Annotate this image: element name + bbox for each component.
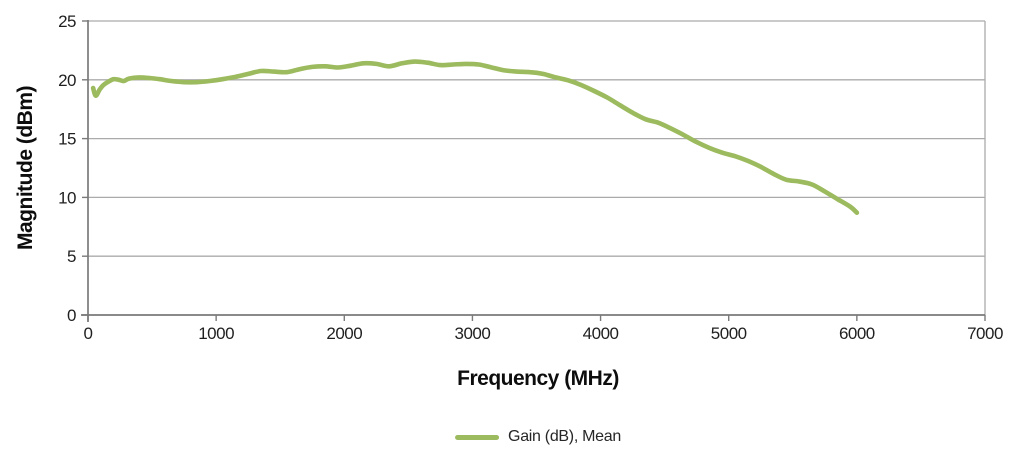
x-tick-label: 6000	[839, 324, 875, 343]
x-tick-label: 4000	[583, 324, 619, 343]
x-tick-label: 1000	[198, 324, 234, 343]
x-tick-label: 2000	[326, 324, 362, 343]
y-tick-label: 15	[58, 130, 76, 149]
legend-line-swatch	[455, 434, 500, 440]
x-tick-label: 7000	[967, 324, 1003, 343]
y-tick-label: 20	[58, 71, 76, 90]
y-axis-title: Magnitude (dBm)	[14, 86, 37, 250]
x-axis-title: Frequency (MHz)	[457, 367, 619, 390]
gain-series-line	[90, 59, 860, 215]
gridlines	[88, 20, 986, 315]
y-tick-label: 5	[67, 247, 76, 266]
y-tick-label: 10	[58, 188, 76, 207]
y-tick-label: 0	[67, 306, 76, 325]
tick-marks	[82, 20, 986, 321]
y-tick-label: 25	[58, 12, 76, 31]
data-series	[90, 59, 860, 215]
legend: Gain (dB), Mean	[455, 428, 621, 446]
legend-label: Gain (dB), Mean	[508, 428, 621, 445]
tick-labels: 0 1000 2000 3000 4000 5000 6000 7000 0 5 10 15 20 25	[58, 12, 1003, 343]
x-tick-label: 5000	[711, 324, 747, 343]
x-tick-label: 0	[84, 324, 93, 343]
x-tick-label: 3000	[455, 324, 491, 343]
axes	[81, 20, 985, 322]
